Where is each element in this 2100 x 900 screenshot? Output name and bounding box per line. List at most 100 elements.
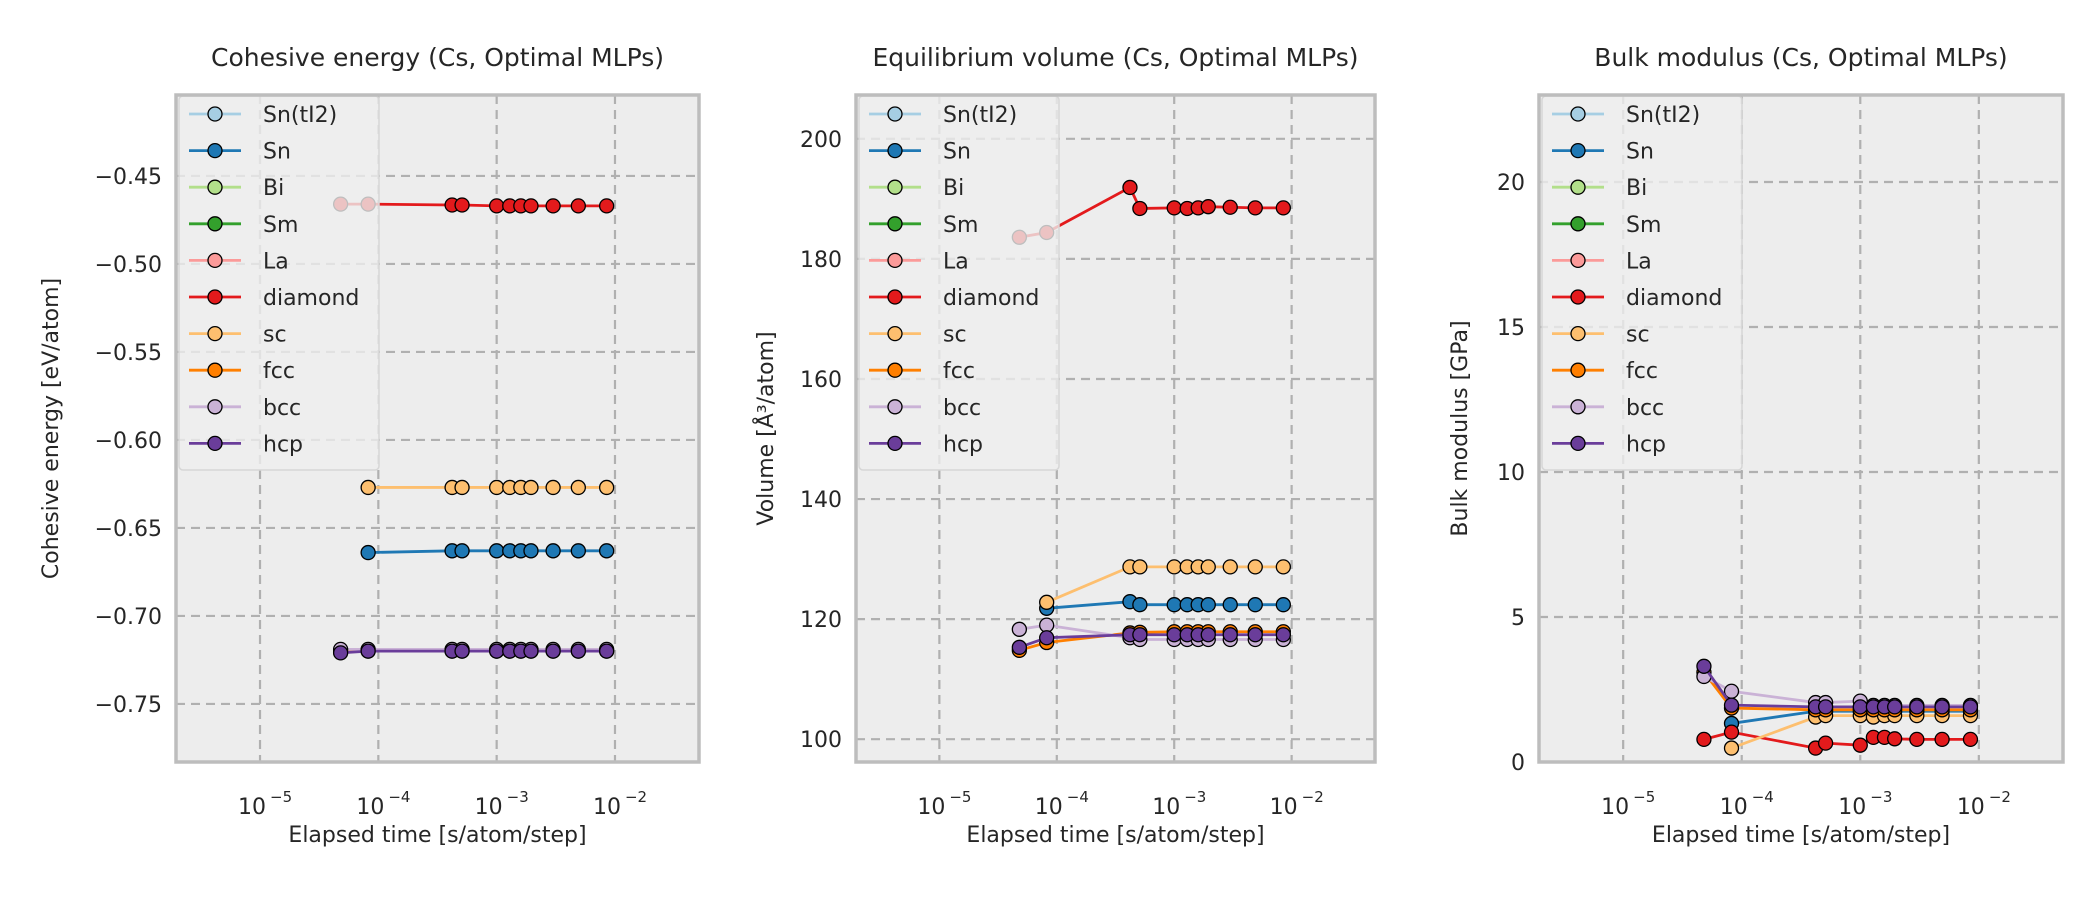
legend-item: La	[189, 249, 289, 274]
legend-marker	[207, 142, 223, 159]
data-point	[1723, 697, 1740, 713]
x-tick-label: 10	[1720, 795, 1748, 820]
axes-frame	[174, 93, 701, 764]
x-axis-label: Elapsed time [s/atom/step]	[1652, 823, 1950, 848]
legend-marker	[1570, 252, 1586, 269]
legend-marker	[887, 142, 903, 159]
legend-label: Sm	[263, 213, 298, 238]
series-Sn	[1039, 594, 1291, 616]
x-axis-label: Elapsed time [s/atom/step]	[288, 823, 586, 848]
data-point	[1039, 630, 1055, 646]
legend: Sn(tI2) Sn Bi Sm La diamond sc fcc bcc hcp	[1541, 95, 1743, 471]
legend-marker	[207, 216, 223, 232]
legend: Sn(tI2) Sn Bi Sm La diamond sc fcc bcc hcp	[178, 95, 380, 471]
y-tick-label: 120	[800, 608, 842, 633]
series-hcp	[1696, 658, 1979, 715]
data-point	[1166, 559, 1182, 575]
legend-item: sc	[869, 323, 967, 348]
legend-marker	[207, 435, 223, 452]
legend-marker	[207, 106, 223, 122]
x-tick-exponent: −5	[270, 788, 292, 806]
legend-marker	[1570, 142, 1586, 159]
legend-item: Sn(tI2)	[189, 103, 337, 128]
data-point	[454, 643, 470, 659]
data-point	[1166, 200, 1182, 216]
legend-label: Sn	[263, 140, 291, 165]
x-tick-label: 10	[475, 795, 503, 820]
legend-label: fcc	[1626, 359, 1658, 384]
y-tick-label: 10	[1497, 461, 1525, 486]
legend-marker	[887, 435, 903, 452]
legend-label: hcp	[263, 432, 303, 457]
y-axis-label: Bulk modulus [GPa]	[1448, 320, 1473, 536]
legend-label: Sn(tI2)	[263, 103, 337, 128]
data-point	[545, 198, 561, 214]
x-tick-exponent: −4	[388, 788, 410, 806]
data-point	[1723, 724, 1740, 740]
series-diamond	[1696, 724, 1979, 756]
data-point	[1011, 639, 1028, 655]
legend-label: Sn	[1626, 140, 1654, 165]
legend: Sn(tI2) Sn Bi Sm La diamond sc fcc bcc hcp	[858, 95, 1060, 471]
legend-label: hcp	[943, 432, 983, 457]
y-tick-label: −0.60	[95, 429, 162, 454]
y-axis-label: Volume [Å³/atom]	[752, 331, 779, 525]
x-tick-exponent: −2	[1302, 788, 1324, 806]
legend-label: fcc	[263, 359, 295, 384]
legend-marker	[207, 325, 223, 342]
legend-item: Sn	[189, 140, 291, 165]
legend-label: diamond	[1626, 286, 1722, 311]
legend-label: Bi	[263, 176, 284, 201]
legend-marker	[207, 362, 223, 378]
data-point	[454, 543, 470, 559]
data-point	[1247, 559, 1263, 575]
data-point	[1039, 617, 1055, 633]
legend-marker	[887, 179, 903, 195]
legend-marker	[1570, 325, 1586, 342]
legend-marker	[887, 362, 903, 378]
legend-label: Sm	[943, 213, 978, 238]
legend-label: diamond	[263, 286, 359, 311]
series-hcp	[332, 643, 615, 661]
series-Sn	[360, 543, 615, 561]
data-point	[545, 643, 561, 659]
legend-label: bcc	[943, 396, 981, 421]
data-point	[489, 643, 505, 659]
data-point	[1962, 699, 1979, 715]
chart-panel-3: Bulk modulus (Cs, Optimal MLPs) 0 5 10 15 20 1…	[1448, 43, 2065, 848]
data-point	[1222, 597, 1238, 613]
data-point	[360, 544, 376, 561]
x-tick-label: 10	[1957, 795, 1985, 820]
data-point	[1247, 200, 1263, 216]
y-axis-label: Cohesive energy [eV/atom]	[39, 278, 64, 579]
data-point	[545, 543, 561, 559]
y-tick-label: 180	[800, 248, 842, 273]
series-sc	[1039, 559, 1291, 610]
legend-label: Bi	[943, 176, 964, 201]
x-tick-label: 10	[356, 795, 384, 820]
legend-item: La	[869, 249, 969, 274]
legend-label: La	[1626, 249, 1652, 274]
data-point	[523, 198, 539, 214]
legend-marker	[887, 216, 903, 232]
x-tick-exponent: −3	[1184, 788, 1206, 806]
legend-item: Sn(tI2)	[869, 103, 1017, 128]
legend-item: hcp	[1552, 432, 1666, 457]
data-point	[570, 543, 586, 559]
legend-item: Sn	[1552, 140, 1654, 165]
legend-item: Sn	[869, 140, 971, 165]
legend-label: Sn	[943, 140, 971, 165]
data-point	[1166, 627, 1182, 643]
data-point	[1132, 559, 1148, 575]
data-point	[1275, 559, 1291, 575]
legend-item: bcc	[1552, 396, 1664, 421]
data-point	[1909, 699, 1925, 715]
data-point	[489, 543, 505, 559]
y-tick-label: 5	[1511, 606, 1525, 631]
chart-title: Equilibrium volume (Cs, Optimal MLPs)	[872, 43, 1358, 72]
y-tick-label: −0.75	[95, 693, 162, 718]
y-tick-label: 200	[800, 128, 842, 153]
data-point	[1011, 621, 1028, 637]
legend-item: sc	[189, 323, 287, 348]
data-point	[1247, 627, 1263, 643]
